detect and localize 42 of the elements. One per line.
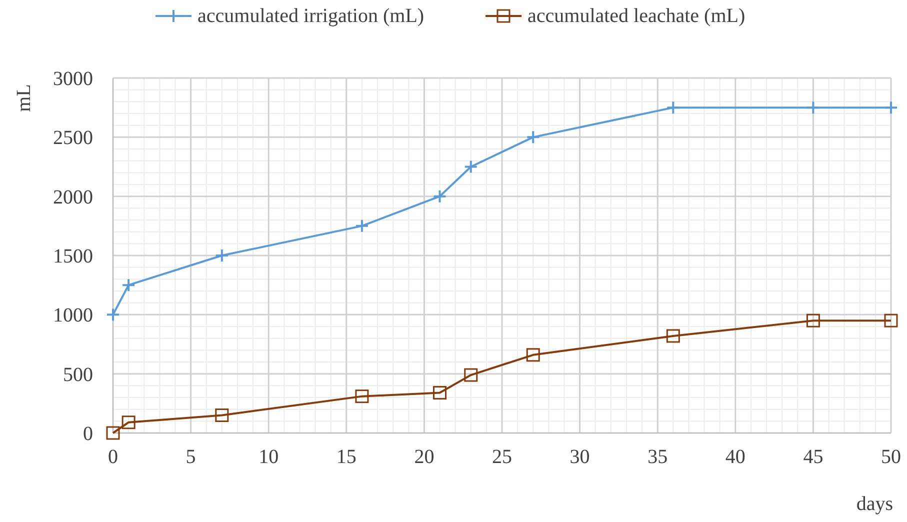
point: [432, 189, 447, 204]
point: [666, 100, 680, 115]
point: [806, 100, 820, 115]
y-tick-label: 2500: [53, 127, 93, 150]
x-tick-label: 15: [336, 446, 356, 468]
point: [526, 348, 540, 362]
point: [122, 278, 136, 292]
x-tick-label: 5: [186, 446, 196, 468]
y-tick-label: 2000: [53, 186, 93, 208]
x-tick-label: 25: [492, 446, 512, 468]
point: [884, 100, 898, 115]
legend-label: accumulated irrigation (mL): [198, 5, 424, 27]
point: [433, 386, 447, 400]
x-tick-label: 30: [570, 446, 590, 468]
y-tick-label: 0: [83, 423, 93, 445]
x-tick-label: 50: [881, 446, 901, 468]
y-tick-label: 500: [63, 364, 93, 386]
y-tick-label: 1000: [53, 304, 93, 327]
x-tick-label: 0: [108, 446, 118, 468]
point: [106, 308, 120, 322]
y-tick-label: 1500: [53, 246, 93, 268]
point: [666, 329, 680, 343]
x-tick-label: 20: [414, 446, 434, 468]
point: [214, 248, 229, 262]
point: [354, 218, 369, 233]
point: [215, 408, 229, 422]
point: [464, 368, 478, 382]
point: [526, 130, 540, 144]
x-tick-label: 45: [803, 446, 824, 468]
legend-label: accumulated leachate (mL): [528, 5, 746, 27]
point: [806, 314, 820, 328]
x-tick-label: 40: [725, 446, 746, 468]
point: [122, 416, 136, 430]
point: [106, 426, 120, 440]
point: [464, 160, 478, 174]
y-axis-title: mL: [13, 84, 35, 112]
x-axis-title: days: [856, 493, 894, 515]
x-tick-label: 10: [258, 446, 279, 468]
x-tick-label: 35: [648, 446, 668, 468]
point: [355, 390, 369, 404]
point: [884, 314, 898, 328]
y-tick-label: 3000: [53, 68, 93, 90]
